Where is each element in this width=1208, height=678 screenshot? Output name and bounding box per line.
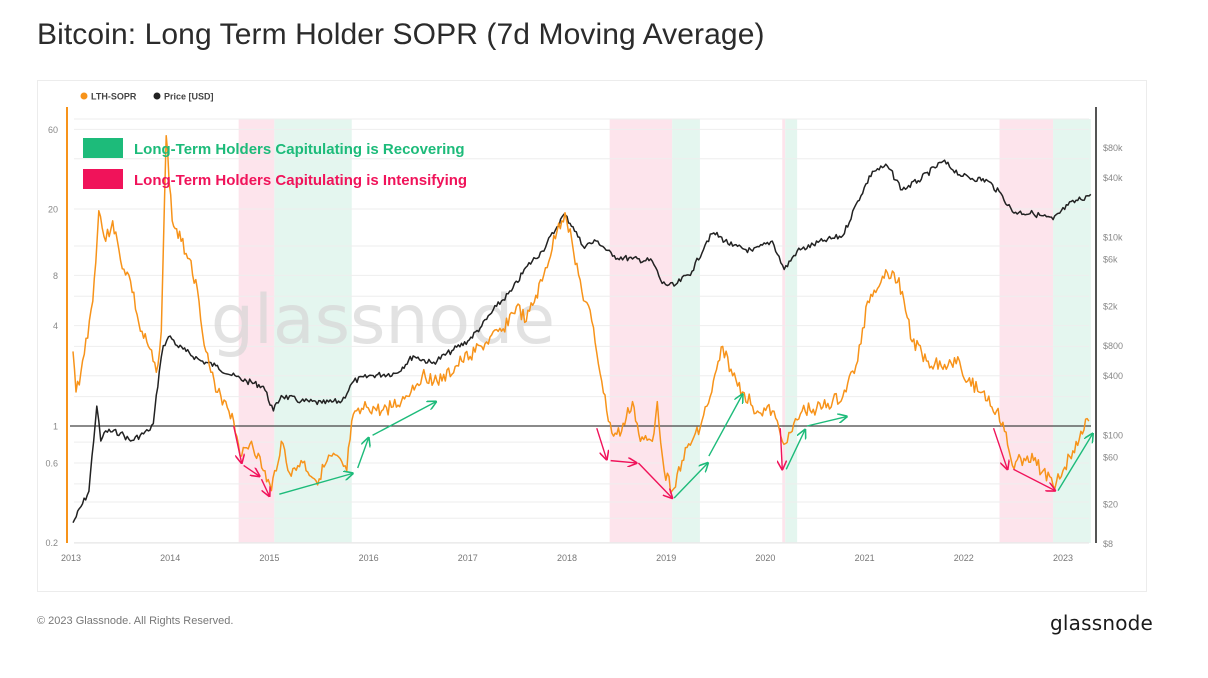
x-axis-tick-label: 2022 bbox=[954, 553, 974, 563]
annotation-arrow-recovering bbox=[673, 463, 708, 499]
annotation-layer bbox=[233, 394, 1093, 499]
left-axis-tick-label: 4 bbox=[53, 321, 58, 331]
band-recovering bbox=[274, 119, 352, 543]
lth-sopr-chart: glassnode 60 20 8 4 1 0.6 0.2 $80k $40k $10k $6k $2… bbox=[45, 92, 1123, 564]
right-axis-tick-label: $6k bbox=[1103, 254, 1118, 264]
annotation-arrow-recovering bbox=[1057, 434, 1093, 491]
left-axis-tick-label: 20 bbox=[48, 204, 58, 214]
right-axis-tick-label: $80k bbox=[1103, 143, 1123, 153]
watermark-text: glassnode bbox=[211, 281, 555, 360]
band-recovering bbox=[1053, 119, 1091, 543]
left-axis-tick-label: 0.6 bbox=[45, 459, 58, 469]
left-axis-tick-label: 60 bbox=[48, 125, 58, 135]
annotation-arrow-intensifying bbox=[610, 461, 637, 463]
band-intensifying bbox=[782, 119, 786, 543]
right-axis-tick-label: $2k bbox=[1103, 302, 1118, 312]
legend-text-intensifying: Long-Term Holders Capitulating is Intens… bbox=[134, 172, 467, 189]
annotation-arrow-recovering bbox=[279, 473, 352, 495]
x-axis-tick-label: 2020 bbox=[755, 553, 775, 563]
annotation-arrow-recovering bbox=[708, 394, 743, 457]
x-axis-tick-label: 2016 bbox=[359, 553, 379, 563]
legend-dot-sopr bbox=[80, 92, 88, 100]
band-recovering bbox=[785, 119, 798, 543]
annotation-arrow-intensifying bbox=[260, 478, 269, 496]
legend-label-price: Price [USD] bbox=[164, 92, 214, 102]
chart-card: glassnode 60 20 8 4 1 0.6 0.2 $80k $40k $10k $6k $2… bbox=[37, 80, 1147, 592]
band-intensifying bbox=[609, 119, 673, 543]
band-layer bbox=[238, 119, 1091, 543]
legend-swatch-intensifying bbox=[83, 169, 123, 189]
right-axis-tick-label: $60 bbox=[1103, 452, 1118, 462]
annotation-arrow-intensifying bbox=[243, 464, 260, 476]
legend-dot-price bbox=[153, 92, 161, 100]
left-axis-tick-label: 1 bbox=[53, 422, 58, 432]
right-axis-tick-label: $10k bbox=[1103, 233, 1123, 243]
watermark-layer: glassnode bbox=[211, 281, 555, 360]
x-axis-tick-label: 2019 bbox=[656, 553, 676, 563]
x-axis-tick-label: 2014 bbox=[160, 553, 180, 563]
annotation-arrow-recovering bbox=[372, 402, 436, 436]
annotation-arrow-recovering bbox=[806, 417, 847, 427]
annotation-arrow-intensifying bbox=[637, 462, 672, 498]
annotation-arrow-recovering bbox=[785, 430, 805, 470]
annotation-legend: Long-Term Holders Capitulating is Recove… bbox=[83, 138, 467, 189]
x-axis-tick-label: 2013 bbox=[61, 553, 81, 563]
x-axis-tick-label: 2018 bbox=[557, 553, 577, 563]
band-intensifying bbox=[999, 119, 1054, 543]
right-axis-tick-label: $40k bbox=[1103, 173, 1123, 183]
legend-label-sopr: LTH-SOPR bbox=[91, 92, 137, 102]
annotation-arrow-recovering bbox=[357, 438, 369, 469]
annotation-arrow-intensifying bbox=[1013, 468, 1055, 490]
legend: LTH-SOPR Price [USD] bbox=[80, 92, 214, 102]
right-axis-tick-label: $8 bbox=[1103, 539, 1113, 549]
right-axis-tick-label: $20 bbox=[1103, 500, 1118, 510]
axes-layer: 60 20 8 4 1 0.6 0.2 $80k $40k $10k $6k $2k $800 $400 $… bbox=[45, 107, 1123, 563]
annotation-arrow-intensifying bbox=[780, 428, 782, 469]
x-axis-tick-label: 2021 bbox=[855, 553, 875, 563]
copyright-text: © 2023 Glassnode. All Rights Reserved. bbox=[37, 615, 234, 627]
legend-swatch-recovering bbox=[83, 138, 123, 158]
right-axis-tick-label: $400 bbox=[1103, 371, 1123, 381]
annotation-arrow-intensifying bbox=[992, 427, 1008, 469]
right-axis-tick-label: $800 bbox=[1103, 341, 1123, 351]
left-axis-tick-label: 0.2 bbox=[45, 538, 58, 548]
x-axis-tick-label: 2023 bbox=[1053, 553, 1073, 563]
x-axis-tick-label: 2017 bbox=[458, 553, 478, 563]
price-line bbox=[72, 159, 1092, 524]
annotation-arrow-intensifying bbox=[596, 427, 607, 459]
page-title: Bitcoin: Long Term Holder SOPR (7d Movin… bbox=[37, 18, 765, 51]
annotation-arrow-intensifying bbox=[233, 425, 242, 463]
legend-text-recovering: Long-Term Holders Capitulating is Recove… bbox=[134, 141, 465, 158]
glassnode-logo: glassnode bbox=[1050, 611, 1154, 635]
right-axis-tick-label: $100 bbox=[1103, 431, 1123, 441]
left-axis-tick-label: 8 bbox=[53, 271, 58, 281]
x-axis-tick-label: 2015 bbox=[259, 553, 279, 563]
